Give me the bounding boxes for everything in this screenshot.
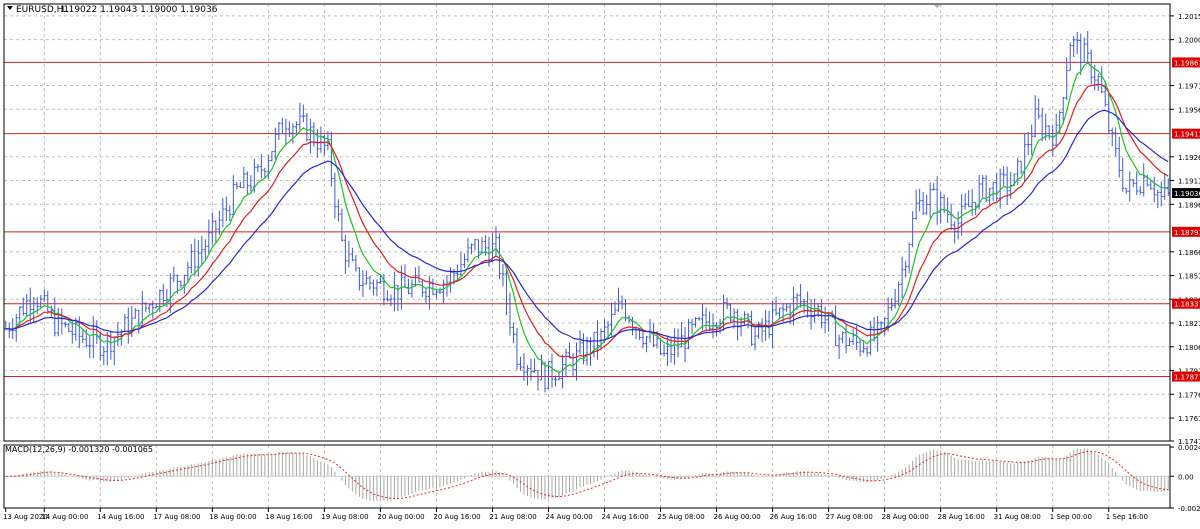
time-tick-label: 19 Aug 08:00 bbox=[321, 513, 368, 521]
time-tick-label: 27 Aug 08:00 bbox=[826, 513, 873, 521]
time-tick-label: 14 Aug 16:00 bbox=[97, 513, 144, 521]
time-tick-label: 20 Aug 00:00 bbox=[377, 513, 424, 521]
time-tick-label: 28 Aug 00:00 bbox=[882, 513, 929, 521]
price-tick-label: 1.17915 bbox=[1178, 368, 1200, 376]
current-price-tag-label: 1.19036 bbox=[1174, 190, 1200, 198]
price-tick-label: 1.17765 bbox=[1178, 391, 1200, 399]
time-tick-label: 1 Sep 16:00 bbox=[1106, 513, 1148, 521]
shift-marker-icon[interactable] bbox=[934, 5, 940, 8]
time-tick-label: 14 Aug 00:00 bbox=[41, 513, 88, 521]
price-tick-label: 1.17615 bbox=[1178, 415, 1200, 423]
level-price-tag-label: 1.18337 bbox=[1174, 301, 1200, 309]
price-tick-label: 1.17470 bbox=[1178, 438, 1200, 446]
price-tick-label: 1.18515 bbox=[1178, 273, 1200, 281]
price-tick-label: 1.18215 bbox=[1178, 320, 1200, 328]
time-tick-label: 18 Aug 16:00 bbox=[265, 513, 312, 521]
macd-indicator bbox=[4, 448, 1170, 501]
symbol-label: EURUSD,H1 bbox=[16, 5, 69, 15]
time-tick-label: 1 Sep 00:00 bbox=[1050, 513, 1092, 521]
time-tick-label: 20 Aug 16:00 bbox=[433, 513, 480, 521]
chart-header: EURUSD,H1 1.19022 1.19043 1.19000 1.1903… bbox=[7, 5, 940, 15]
time-tick-label: 28 Aug 16:00 bbox=[938, 513, 985, 521]
level-price-tag bbox=[1172, 57, 1200, 68]
moving-average-line bbox=[5, 109, 1169, 343]
level-price-tag-label: 1.17877 bbox=[1174, 374, 1200, 382]
price-tick-label: 1.18065 bbox=[1178, 344, 1200, 352]
level-price-tag bbox=[1172, 128, 1200, 139]
time-tick-label: 24 Aug 00:00 bbox=[545, 513, 592, 521]
time-tick-label: 21 Aug 08:00 bbox=[489, 513, 536, 521]
time-tick-label: 26 Aug 00:00 bbox=[714, 513, 761, 521]
price-tick-label: 1.19715 bbox=[1178, 83, 1200, 91]
quote-values: 1.19022 1.19043 1.19000 1.19036 bbox=[60, 5, 218, 15]
moving-averages bbox=[5, 62, 1169, 374]
level-price-tag bbox=[1172, 298, 1200, 309]
time-tick-label: 24 Aug 16:00 bbox=[602, 513, 649, 521]
macd-tick-label: 0.00 bbox=[1178, 473, 1194, 481]
time-tick-label: 18 Aug 00:00 bbox=[209, 513, 256, 521]
price-tick-label: 1.20005 bbox=[1178, 37, 1200, 45]
price-tick-label: 1.18665 bbox=[1178, 249, 1200, 257]
macd-tick-label: 0.00241 bbox=[1178, 444, 1200, 452]
macd-tick-label: -0.00262 bbox=[1178, 505, 1200, 513]
time-tick-label: 26 Aug 16:00 bbox=[770, 513, 817, 521]
macd-label: MACD(12,26,9) -0.001320 -0.001065 bbox=[5, 445, 153, 454]
time-tick-label: 31 Aug 08:00 bbox=[994, 513, 1041, 521]
current-price-tag bbox=[1172, 188, 1200, 199]
horizontal-levels bbox=[4, 61, 1170, 378]
macd-signal-line bbox=[5, 450, 1169, 500]
time-tick-label: 25 Aug 08:00 bbox=[658, 513, 705, 521]
price-tick-label: 1.19565 bbox=[1178, 106, 1200, 114]
price-tick-label: 1.18965 bbox=[1178, 201, 1200, 209]
macd-header: MACD(12,26,9) -0.001320 -0.001065 bbox=[5, 445, 153, 454]
chevron-down-icon[interactable] bbox=[7, 6, 13, 10]
time-tick-label: 13 Aug 2020 bbox=[3, 513, 48, 521]
level-price-tag bbox=[1172, 226, 1200, 237]
price-tick-label: 1.19115 bbox=[1178, 178, 1200, 186]
time-tick-label: 17 Aug 08:00 bbox=[153, 513, 200, 521]
price-tick-label: 1.20155 bbox=[1178, 13, 1200, 21]
level-price-tag bbox=[1172, 371, 1200, 382]
price-tick-label: 1.19265 bbox=[1178, 154, 1200, 162]
price-axis: 1.20155 1.20005 1.19715 1.19565 1.19265 1.191… bbox=[1170, 13, 1200, 513]
moving-average-line bbox=[5, 83, 1169, 359]
price-pane-frame bbox=[3, 3, 1171, 442]
